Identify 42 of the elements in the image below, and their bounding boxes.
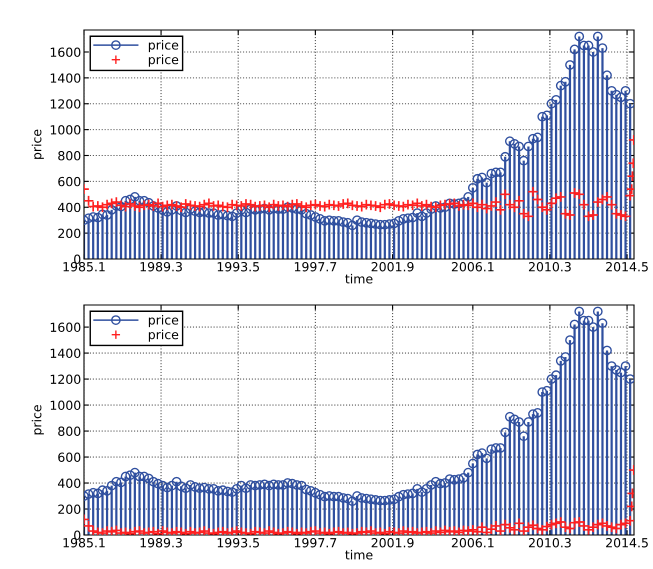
y-tick-label: 1200: [50, 99, 80, 109]
y-tick-label: 400: [58, 478, 80, 488]
legend-label: price: [148, 330, 178, 342]
y-axis-title: price: [32, 130, 44, 159]
y-tick-label: 1200: [50, 374, 80, 384]
y-tick-label: 600: [58, 452, 80, 462]
y-tick-label: 1600: [50, 322, 80, 332]
x-axis-title: time: [345, 274, 372, 284]
y-tick-label: 200: [58, 504, 80, 514]
legend-label: price: [148, 54, 178, 67]
x-tick-label: 1993.5: [218, 262, 259, 272]
x-tick-label: 1993.5: [218, 538, 259, 548]
x-tick-label: 1997.7: [294, 538, 336, 548]
x-tick-label: 2014.5: [606, 262, 648, 272]
x-tick-label: 1989.3: [140, 262, 182, 272]
x-tick-label: 1985.1: [64, 262, 105, 272]
y-tick-label: 0: [74, 254, 80, 264]
y-tick-label: 800: [58, 426, 80, 436]
x-tick-label: 2001.9: [372, 538, 414, 548]
y-tick-label: 1000: [50, 125, 80, 135]
x-tick-label: 1989.3: [140, 538, 182, 548]
y-tick-label: 1000: [50, 400, 80, 410]
x-tick-label: 2010.3: [528, 262, 571, 272]
x-tick-label: 2006.1: [452, 262, 494, 272]
y-tick-label: 600: [58, 176, 80, 186]
y-tick-label: 200: [58, 228, 80, 238]
y-tick-label: 1400: [50, 348, 80, 358]
legend-label: price: [148, 40, 178, 52]
x-tick-label: 1997.7: [294, 262, 336, 272]
y-tick-label: 400: [58, 202, 80, 212]
x-tick-label: 2014.5: [606, 538, 648, 548]
x-tick-label: 2001.9: [372, 262, 414, 272]
y-tick-label: 1600: [50, 47, 80, 57]
x-tick-label: 2010.3: [528, 538, 571, 548]
legend-label: price: [148, 315, 178, 328]
x-tick-label: 1985.1: [64, 538, 105, 548]
y-tick-label: 0: [74, 530, 80, 540]
x-tick-label: 2006.1: [452, 538, 494, 548]
x-axis-title: time: [345, 550, 372, 560]
y-tick-label: 800: [58, 150, 80, 160]
y-tick-label: 1400: [50, 73, 80, 83]
y-axis-title: price: [32, 405, 44, 434]
